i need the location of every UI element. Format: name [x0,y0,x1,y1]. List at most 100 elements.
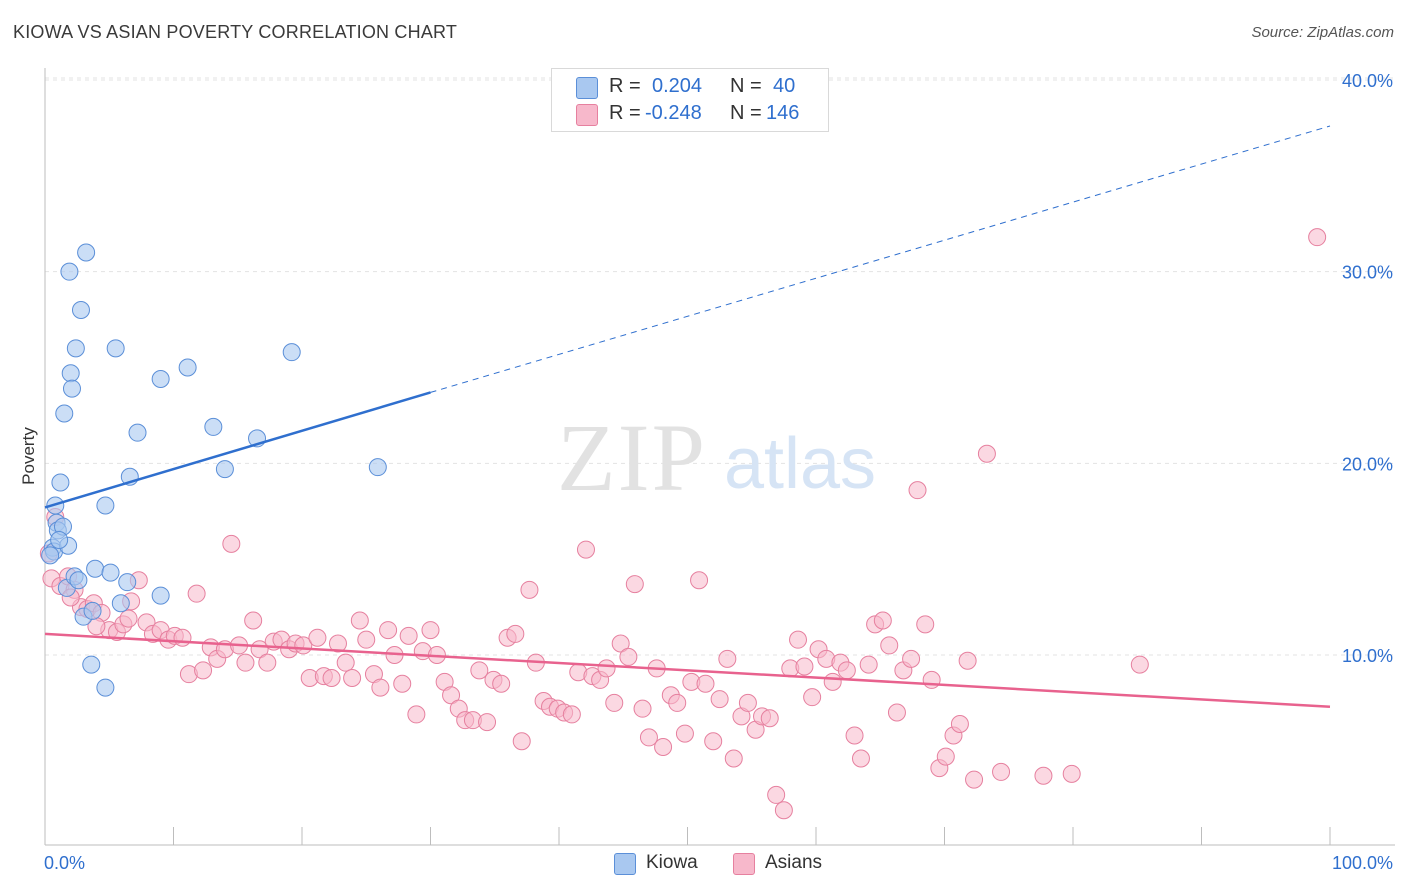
asian-point [873,611,892,630]
trend-lines [44,125,1331,708]
asian-point [724,749,743,768]
asian-point [597,659,616,678]
kiowa-point [215,460,234,479]
kiowa-point [86,559,105,578]
asian-point [851,749,870,768]
asian-point [977,444,996,463]
asian-point [619,647,638,666]
tick-labels: 10.0% 20.0% 30.0% 40.0% 0.0% 100.0% [44,71,1393,873]
kiowa-point [178,358,197,377]
asian-point [738,693,757,712]
y-tick-label: 10.0% [1342,646,1393,666]
asian-point [668,693,687,712]
asians-n-value: 146 [766,102,800,124]
asian-point [322,669,341,687]
asian-point [675,724,694,743]
asians-r-value: -0.248 [645,102,702,124]
correlation-legend: R = 0.204 N = 40 R = -0.248 N = 146 [551,68,829,132]
legend-asians-label: Asians [765,852,823,873]
asian-point [350,611,369,630]
series-legend: Kiowa Asians [614,851,854,877]
kiowa-n-value: 40 [773,75,796,97]
asian-point [187,584,206,603]
asian-point [562,705,581,724]
x-tick-label: 0.0% [44,853,85,873]
asian-point [371,678,390,697]
kiowa-point [82,655,101,674]
kiowa-point [50,531,69,549]
kiowa-point [151,370,170,388]
kiowa-point [151,586,170,605]
kiowa-point [51,473,70,492]
watermark-zip: ZIP [557,404,707,511]
asian-point [328,634,347,653]
legend-asians-swatch [733,853,755,875]
kiowa-point [77,243,96,262]
kiowa-point [101,563,120,582]
kiowa-point [61,364,80,383]
kiowa-point [60,262,79,281]
kiowa-trend-line [44,391,431,509]
asian-point [690,571,709,590]
asian-point [393,674,412,693]
asian-point [718,649,737,668]
y-tick-label: 20.0% [1342,454,1393,474]
kiowa-point [111,594,130,613]
kiowa-series [41,243,387,697]
kiowa-point [118,573,137,592]
asian-point [421,621,440,640]
asian-point [119,609,138,628]
kiowa-point [96,678,115,697]
kiowa-trend-extension [430,125,1331,393]
asian-point [837,661,856,680]
kiowa-swatch [576,77,598,99]
asian-point [576,540,595,559]
legend-kiowa-label: Kiowa [646,852,698,873]
asian-point [887,703,906,722]
kiowa-point [69,571,88,590]
kiowa-point [128,423,147,442]
kiowa-point [66,339,85,358]
asian-point [992,762,1011,781]
asian-point [442,686,461,705]
kiowa-n-label: N = [730,75,762,97]
asian-point [194,661,213,680]
asian-point [605,693,624,712]
asian-point [965,770,984,789]
asian-point [704,732,723,751]
asian-point [336,653,355,672]
asian-point [357,630,376,649]
asian-point [789,630,808,649]
asian-point [795,657,814,676]
legend-kiowa-swatch [614,853,636,875]
asian-point [902,649,921,668]
asian-point [506,624,525,643]
asians-swatch [576,104,598,126]
asian-point [399,626,418,645]
asian-point [803,688,822,707]
asian-point [611,634,630,653]
kiowa-point [204,417,223,436]
asian-point [654,738,673,756]
asian-point [625,575,644,594]
asian-point [343,669,362,687]
asian-point [236,653,255,672]
kiowa-point [83,601,102,620]
asian-point [1062,764,1081,783]
y-tick-label: 30.0% [1342,263,1393,283]
kiowa-point [96,496,115,515]
asian-point [908,481,927,500]
asian-point [710,690,729,709]
asian-point [520,580,539,599]
chart-title: KIOWA VS ASIAN POVERTY CORRELATION CHART [13,22,458,42]
kiowa-point [62,379,81,398]
kiowa-point [41,546,60,565]
asian-point [1308,228,1327,247]
asian-point [922,670,941,689]
asian-point [958,651,977,670]
chart-source: Source: ZipAtlas.com [1251,24,1394,41]
watermark: ZIP atlas [557,404,876,511]
asian-point [823,672,842,691]
watermark-atlas: atlas [724,424,876,504]
